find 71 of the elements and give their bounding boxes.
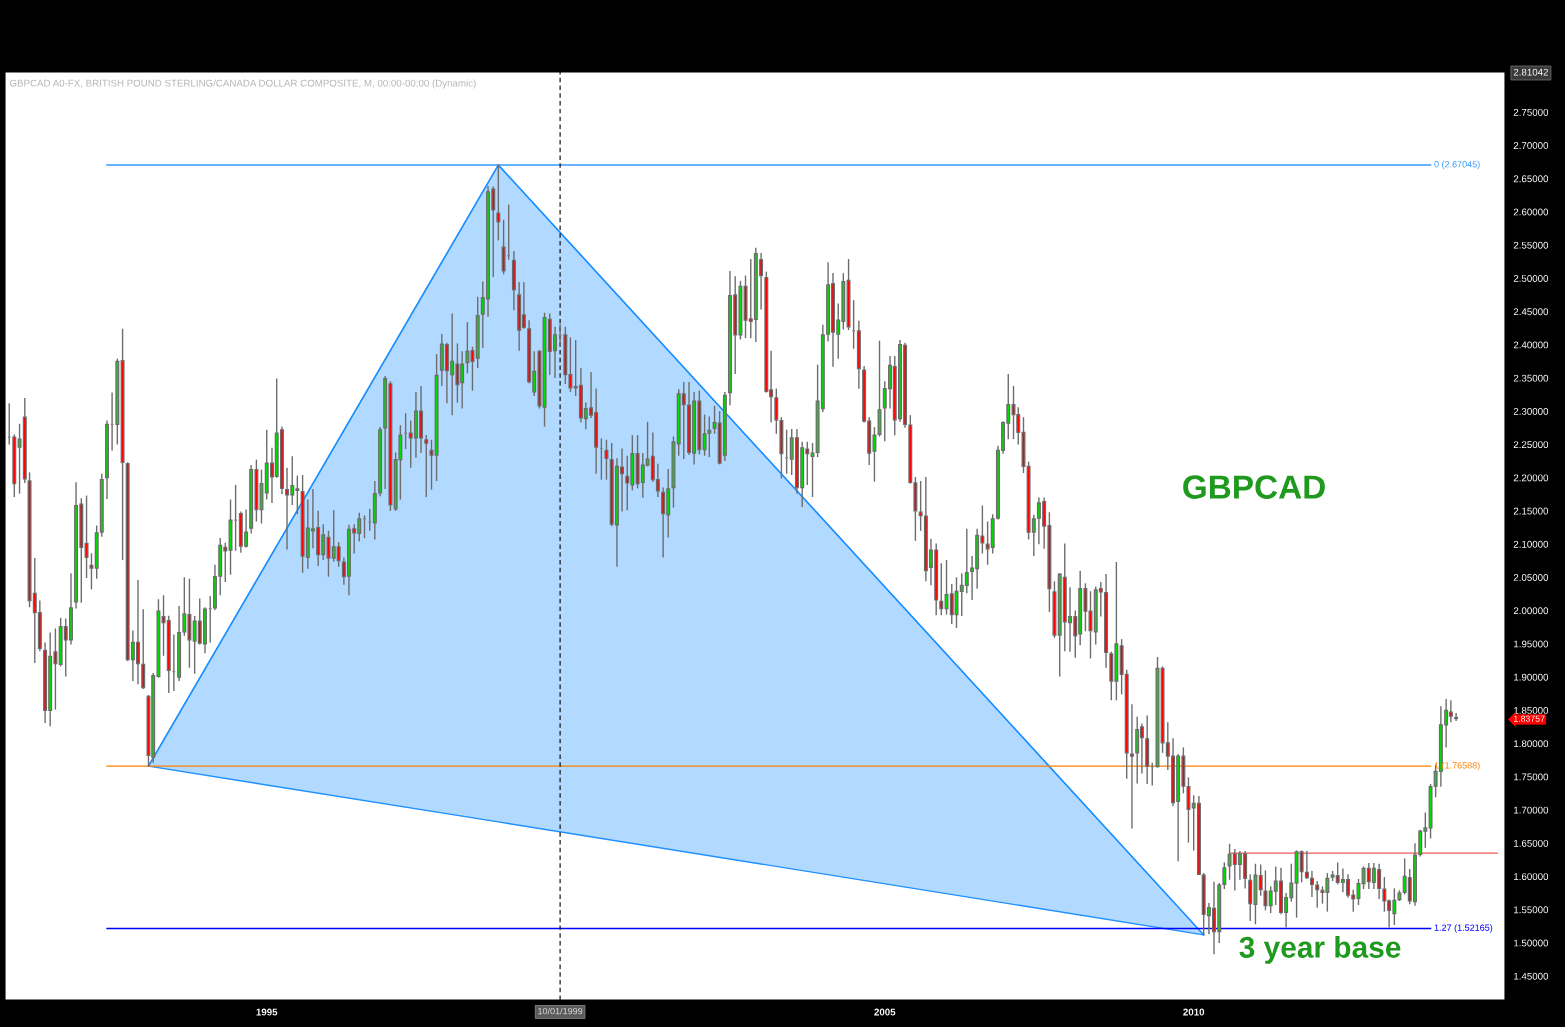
y-tick-label: 1.83757 xyxy=(1514,715,1545,722)
candlestick xyxy=(501,219,506,275)
series-label: 1.27 (1.52165) xyxy=(1434,924,1493,933)
y-tick-label: 2.30000 xyxy=(1513,407,1549,415)
y-tick-label: 1.95000 xyxy=(1514,640,1549,648)
candlestick xyxy=(681,381,686,460)
y-tick-label: 2.45000 xyxy=(1513,308,1549,316)
series-label: 0 (2.67045) xyxy=(1434,160,1480,170)
y-tick-label: 2.81042 xyxy=(1513,68,1548,76)
x-tick-label: 1995 xyxy=(256,1008,278,1016)
y-tick-label: 1.50000 xyxy=(1514,939,1549,947)
candlestick xyxy=(604,439,609,480)
candlestick xyxy=(496,164,501,241)
candlestick xyxy=(1011,385,1016,440)
candlestick xyxy=(89,553,94,590)
candlestick xyxy=(84,495,89,579)
candlestick xyxy=(702,414,707,456)
candlestick xyxy=(424,435,429,497)
y-tick-label: 1.75000 xyxy=(1514,773,1549,781)
candlestick xyxy=(1135,716,1140,784)
y-tick-label: 2.10000 xyxy=(1513,540,1549,548)
y-tick-label: 2.20000 xyxy=(1513,474,1549,482)
series-label: 1 (1.76588) xyxy=(1434,761,1480,771)
candlestick xyxy=(1248,874,1253,921)
y-tick-label: 2.70000 xyxy=(1513,142,1549,149)
y-tick-label: 2.15000 xyxy=(1513,507,1549,515)
y-tick-label: 2.35000 xyxy=(1513,374,1549,382)
candlestick xyxy=(1263,870,1268,911)
y-tick-label: 1.90000 xyxy=(1514,673,1549,681)
candlestick xyxy=(707,416,712,458)
y-tick-label: 1.85000 xyxy=(1514,706,1549,714)
candlestick xyxy=(182,577,187,636)
y-tick-label: 2.00000 xyxy=(1513,607,1549,615)
candlestick xyxy=(964,528,969,594)
y-tick-label: 2.05000 xyxy=(1513,574,1549,581)
y-tick-label: 2.75000 xyxy=(1513,108,1549,116)
candlestick xyxy=(661,487,666,558)
y-tick-label: 2.40000 xyxy=(1513,341,1549,349)
y-tick-label: 2.65000 xyxy=(1513,175,1549,183)
candlestick xyxy=(521,282,526,329)
candlestick xyxy=(1258,864,1263,896)
y-tick-label: 2.50000 xyxy=(1513,275,1549,282)
candlestick xyxy=(1448,700,1453,723)
candlestick xyxy=(774,388,779,434)
candlestick xyxy=(1299,850,1304,883)
candlestick xyxy=(939,563,944,616)
y-tick-label: 1.65000 xyxy=(1514,839,1549,847)
candlestick xyxy=(465,322,470,374)
y-tick-label: 1.80000 xyxy=(1514,740,1549,748)
candlestick xyxy=(141,609,146,690)
x-tick-label: 2005 xyxy=(874,1008,896,1016)
candlestick xyxy=(285,467,290,550)
x-tick-label: 2010 xyxy=(1183,1008,1205,1016)
annotation: 3 year base xyxy=(1239,935,1401,964)
candlestick xyxy=(1454,712,1459,721)
y-tick-label: 2.55000 xyxy=(1513,241,1549,249)
candlestick xyxy=(625,455,630,511)
y-tick-label: 1.60000 xyxy=(1514,873,1549,881)
annotation: GBPCAD xyxy=(1183,475,1325,499)
y-tick-label: 1.55000 xyxy=(1514,906,1549,914)
candlestick xyxy=(918,480,923,531)
candlestick xyxy=(1304,851,1309,880)
y-tick-label: 2.25000 xyxy=(1513,441,1549,449)
y-tick-label: 1.45000 xyxy=(1514,972,1549,980)
ref-line-label: 10/01/1999 xyxy=(538,1007,583,1015)
y-tick-label: 1.70000 xyxy=(1514,806,1549,814)
y-tick-label: 2.60000 xyxy=(1513,208,1549,216)
text: GBPCAD A0-FX, BRITISH POUND STERLING/CANADA DOLLAR COMPOSITE, M, 00:00-00:00 (Dynamic) xyxy=(9,79,476,89)
candlestick xyxy=(336,542,341,567)
candlestick xyxy=(1129,704,1134,829)
candlestick xyxy=(1139,723,1144,774)
